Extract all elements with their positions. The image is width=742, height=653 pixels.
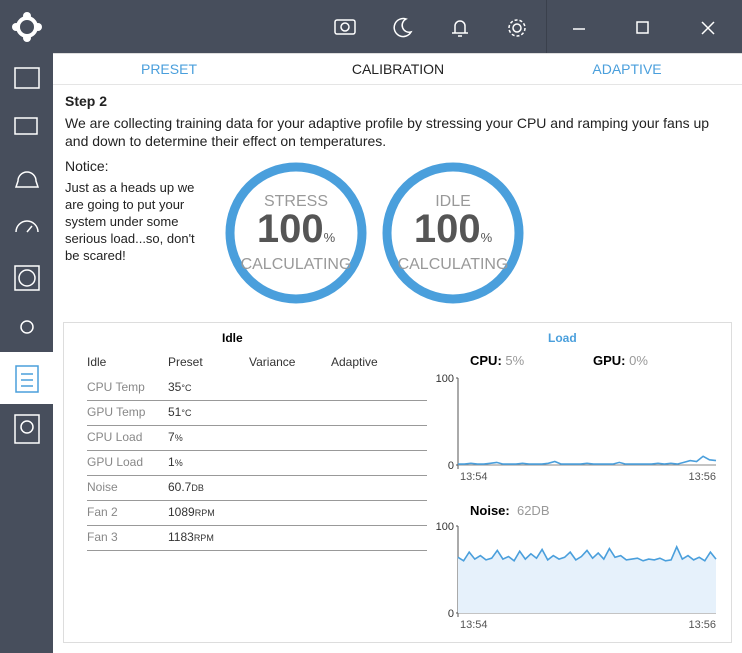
- gauge-unit: %: [480, 230, 493, 245]
- panel: [63, 322, 732, 643]
- row-value: 60.7DB: [168, 475, 204, 501]
- value: 0%: [629, 353, 648, 368]
- table-header: Idle: [87, 355, 107, 369]
- notice-text: Just as a heads up we are going to put y…: [65, 180, 195, 263]
- gauge-unit: %: [323, 230, 336, 245]
- cpu-legend: CPU: 5%: [470, 353, 524, 368]
- area: [458, 546, 716, 613]
- value: 35: [168, 380, 182, 394]
- unit: DB: [191, 483, 204, 493]
- table-row: CPU Temp 35°C: [87, 375, 427, 401]
- table-row: GPU Temp 51°C: [87, 400, 427, 426]
- title-bar: [0, 0, 742, 53]
- sidebar: [0, 0, 53, 653]
- row-value: 35°C: [168, 375, 191, 401]
- toolbar-icons[interactable]: [334, 17, 715, 38]
- table-row: CPU Load 7%: [87, 425, 427, 451]
- tab[interactable]: PRESET: [140, 61, 197, 77]
- gauge-status: CALCULATING: [397, 256, 509, 273]
- x-tick-label: 13:54: [460, 619, 488, 631]
- notice-title: Notice:: [65, 158, 109, 174]
- table-row: Fan 2 1089RPM: [87, 500, 427, 526]
- row-label: GPU Load: [87, 455, 144, 469]
- gauge-ring: [225, 162, 367, 304]
- row-value: 1%: [168, 450, 183, 476]
- value: 5%: [505, 353, 525, 368]
- row-label: Noise: [87, 480, 118, 494]
- load-title: Load: [548, 331, 577, 345]
- noise-legend: Noise: 62DB: [470, 503, 550, 518]
- step-text: We are collecting training data for your…: [65, 115, 710, 149]
- value: 1: [168, 455, 175, 469]
- row-value: 1183RPM: [168, 525, 214, 551]
- unit: %: [174, 458, 183, 468]
- rule: [53, 53, 742, 54]
- gauge: IDLE 100% CALCULATING: [383, 193, 523, 274]
- table-title: Idle: [222, 331, 243, 345]
- y-tick-label: 100: [436, 521, 454, 533]
- label: GPU:: [593, 353, 626, 368]
- table-header: Adaptive: [331, 355, 378, 369]
- row-label: CPU Temp: [87, 380, 145, 394]
- divider: [546, 0, 547, 53]
- unit: RPM: [194, 508, 215, 518]
- line: [458, 455, 717, 465]
- gauge-label: STRESS: [263, 193, 328, 210]
- unit: %: [174, 433, 183, 443]
- value: 60.7: [168, 480, 192, 494]
- value: 1089: [168, 505, 195, 519]
- row-value: 51°C: [168, 400, 191, 426]
- value: 1183: [168, 530, 194, 544]
- tab[interactable]: CALIBRATION: [351, 61, 445, 77]
- gpu-legend: GPU: 0%: [593, 353, 648, 368]
- value: 51: [168, 405, 182, 419]
- x-tick-label: 13:54: [460, 471, 488, 483]
- gauge-value: 100: [413, 207, 481, 251]
- y-tick-label: 100: [436, 373, 454, 385]
- table-header: Variance: [249, 355, 296, 369]
- x-tick-label: 13:56: [688, 619, 716, 631]
- gauge-ring: [382, 162, 524, 304]
- gauge-value: 100: [256, 207, 324, 251]
- table-row: GPU Load 1%: [87, 450, 427, 476]
- y-tick-label: 0: [448, 608, 454, 620]
- value: 62DB: [516, 503, 550, 518]
- row-value: 1089RPM: [168, 500, 215, 526]
- unit: °C: [181, 408, 192, 418]
- line: [457, 544, 717, 562]
- active-icon[interactable]: [15, 365, 39, 393]
- value: 7: [168, 430, 175, 444]
- row-label: Fan 2: [87, 505, 118, 519]
- table-row: Noise 60.7DB: [87, 475, 427, 501]
- sidebar-active[interactable]: [0, 352, 53, 404]
- row-value: 7%: [168, 425, 183, 451]
- x-tick-label: 13:56: [688, 471, 716, 483]
- row-label: Fan 3: [87, 530, 118, 544]
- label: CPU:: [470, 353, 502, 368]
- y-tick-label: 0: [448, 460, 454, 472]
- gauge-label: IDLE: [435, 193, 471, 210]
- sidebar-icons[interactable]: [14, 67, 40, 444]
- row-label: GPU Temp: [87, 405, 146, 419]
- unit: RPM: [193, 533, 214, 543]
- logo-dots: [12, 12, 42, 42]
- row-label: CPU Load: [87, 430, 143, 444]
- gauge: STRESS 100% CALCULATING: [226, 193, 366, 274]
- unit: °C: [181, 383, 192, 393]
- tab[interactable]: ADAPTIVE: [592, 61, 662, 77]
- table-row: Fan 3 1183RPM: [87, 525, 427, 551]
- gauge-status: CALCULATING: [240, 256, 352, 273]
- label: Noise:: [470, 503, 510, 518]
- table-header: Preset: [168, 355, 203, 369]
- rule: [53, 84, 742, 85]
- step-title: Step 2: [65, 93, 108, 109]
